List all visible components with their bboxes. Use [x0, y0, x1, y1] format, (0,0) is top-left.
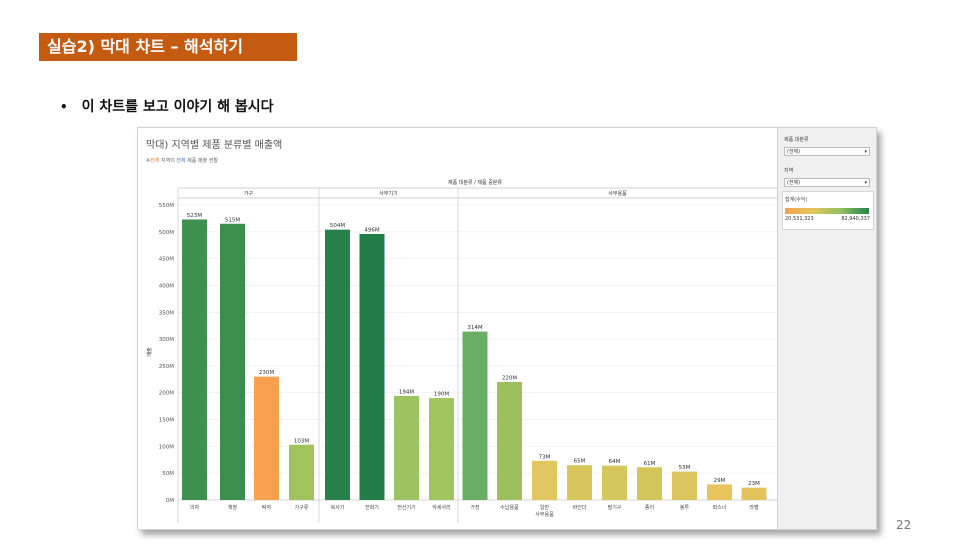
slide-title: 실습2) 막대 차트 – 해석하기: [39, 33, 297, 61]
filter-category-select[interactable]: (전체) ▾: [784, 147, 870, 156]
data-label: 65M: [574, 459, 586, 465]
bar: [289, 444, 314, 500]
x-tick-label: 탁자: [262, 504, 272, 511]
x-tick-label: 사무용품: [535, 511, 554, 518]
page-number: 22: [896, 518, 912, 532]
x-tick-label: 악세사리: [432, 504, 450, 511]
y-tick-label: 200M: [159, 391, 174, 397]
x-tick-label: 봉투: [680, 505, 690, 511]
filter-region-select[interactable]: (전체) ▾: [784, 178, 870, 187]
legend-min: 20,531,323: [785, 216, 814, 222]
bar: [429, 398, 454, 500]
x-tick-label: 의자: [190, 504, 200, 511]
bar: [707, 484, 732, 500]
data-label: 61M: [644, 461, 656, 467]
y-tick-label: 100M: [159, 444, 174, 450]
y-tick-label: 500M: [159, 230, 174, 236]
bar: [394, 395, 419, 500]
y-tick-label: 150M: [159, 418, 174, 424]
data-label: 53M: [679, 465, 691, 471]
x-tick-label: 전산기기: [397, 504, 415, 511]
bar: [567, 465, 592, 500]
data-label: 230M: [259, 370, 274, 376]
data-label: 496M: [364, 227, 379, 233]
x-tick-label: 바인더: [573, 504, 587, 511]
y-tick-label: 50M: [162, 471, 174, 477]
x-tick-label: 가전: [470, 504, 480, 511]
filter-sidebar: 제품 대분류 (전체) ▾ 지역 (전체) ▾ 합계(수익) 20,531,323 …: [777, 128, 876, 529]
legend-gradient: [785, 208, 869, 214]
data-label: 220M: [502, 376, 517, 382]
x-tick-label: 일반: [540, 504, 550, 511]
bar: [602, 465, 627, 500]
filter-category-label: 제품 대분류: [784, 137, 809, 143]
bar: [462, 331, 488, 500]
tableau-screenshot: 막대) 지역별 제품 분류별 매출액 ※전체 지역의 전체 제품 매출 현황 제…: [137, 127, 877, 530]
legend-title: 합계(수익): [785, 197, 808, 203]
data-label: 64M: [609, 459, 621, 465]
data-label: 23M: [748, 481, 760, 487]
x-tick-label: 복사기: [331, 504, 345, 511]
column-header: 제품 대분류 / 제품 중분류: [448, 179, 502, 186]
x-tick-label: 책장: [228, 504, 238, 511]
filter-region-label: 지역: [784, 168, 794, 174]
data-label: 194M: [399, 389, 414, 395]
bar: [672, 471, 697, 500]
y-tick-label: 400M: [159, 283, 174, 289]
data-label: 73M: [539, 454, 551, 460]
bar: [359, 233, 385, 501]
group-header: 사무기기: [379, 190, 397, 197]
x-tick-label: 라벨: [749, 504, 759, 511]
bar: [325, 229, 350, 500]
bar: [182, 219, 207, 500]
y-tick-label: 550M: [159, 203, 174, 209]
legend-max: 82,940,337: [841, 216, 870, 222]
bar: [254, 376, 279, 500]
data-label: 504M: [330, 223, 345, 229]
x-tick-label: 가구류: [295, 504, 309, 511]
data-label: 29M: [714, 478, 726, 484]
bullet-label: 이 차트를 보고 이야기 해 봅시다: [81, 99, 274, 115]
x-tick-label: 전화기: [365, 504, 379, 511]
data-label: 523M: [187, 213, 202, 219]
y-tick-label: 450M: [159, 257, 174, 263]
chevron-down-icon: ▾: [864, 180, 867, 186]
group-header: 사무용품: [608, 190, 627, 197]
y-tick-label: 0M: [166, 498, 174, 504]
bullet-text: • 이 차트를 보고 이야기 해 봅시다: [60, 96, 273, 116]
y-tick-label: 300M: [159, 337, 174, 343]
x-tick-label: 필기구: [608, 504, 622, 511]
chart-subtitle-note: ※전체 지역의 전체 제품 매출 현황: [146, 158, 218, 164]
data-label: 190M: [434, 392, 449, 398]
data-label: 103M: [294, 438, 309, 444]
bar: [637, 467, 662, 500]
bar: [741, 487, 767, 500]
y-tick-label: 350M: [159, 310, 174, 316]
x-tick-label: 종이: [645, 504, 654, 511]
bullet-dot-icon: •: [60, 100, 68, 114]
chart-title: 막대) 지역별 제품 분류별 매출액: [146, 140, 283, 151]
color-legend: 합계(수익) 20,531,323 82,940,337: [782, 191, 874, 230]
data-label: 515M: [225, 217, 240, 223]
x-tick-label: 수납용품: [500, 504, 519, 511]
group-header: 가구: [244, 190, 254, 197]
bar: [220, 223, 245, 500]
chevron-down-icon: ▾: [864, 149, 867, 155]
bar: [497, 382, 522, 500]
bar: [532, 460, 557, 500]
y-axis-label: 매출: [146, 347, 153, 357]
data-label: 314M: [467, 325, 482, 331]
y-tick-label: 250M: [159, 364, 174, 370]
x-tick-label: 파스너: [713, 504, 727, 511]
